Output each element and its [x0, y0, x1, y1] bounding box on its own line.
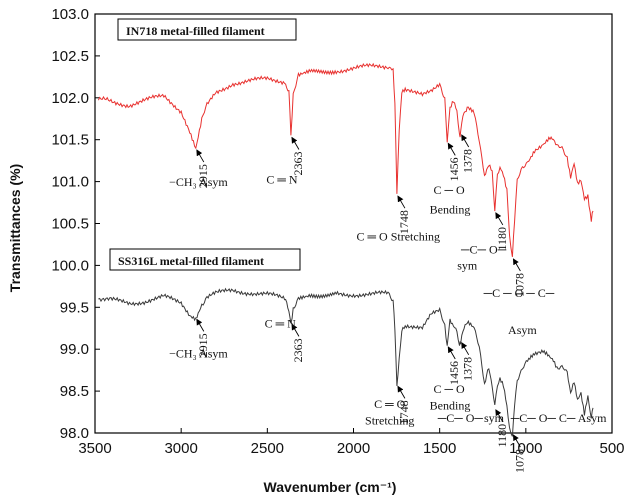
peak-arrow	[461, 342, 470, 356]
x-tick-label: 2500	[251, 440, 284, 457]
y-tick-label: 103.0	[51, 6, 89, 23]
peak-label: 2915	[196, 333, 210, 357]
y-tick-label: 100.0	[51, 257, 89, 274]
peak-arrow	[196, 149, 205, 163]
peak-arrow	[447, 142, 456, 156]
y-tick-label: 99.5	[60, 299, 89, 316]
band-label: C ═ O	[374, 397, 406, 411]
peak-label: 1180	[495, 424, 509, 448]
axis-ticks: 3500 3000 2500 2000 1500 1000 500 98.0 98.5 99.0 9…	[51, 6, 624, 457]
peak-label: 1180	[495, 227, 509, 251]
series-title-ss316l: SS316L metal-filled filament	[118, 254, 264, 268]
peak-arrow	[495, 212, 504, 226]
band-label: C ─ O	[434, 382, 466, 396]
plot-frame	[94, 13, 613, 434]
peak-arrow	[291, 323, 300, 337]
peak-label: 1078	[512, 449, 526, 473]
x-tick-label: 500	[599, 440, 624, 457]
y-tick-label: 102.0	[51, 90, 89, 107]
peak-label: 2915	[196, 164, 210, 188]
peak-label: 1378	[461, 149, 475, 173]
band-label: ─C─ O─	[437, 411, 484, 425]
spectra	[97, 62, 594, 437]
y-axis-title: Transmittances (%)	[7, 164, 23, 292]
series-title-box-in718: IN718 metal-filled filament	[117, 18, 297, 41]
peak-label: 2363	[291, 152, 305, 176]
band-label: −CH₃ Asym	[169, 347, 228, 361]
y-tick-label: 99.0	[60, 341, 89, 358]
peak-label: 1078	[512, 273, 526, 297]
band-label: Bending	[430, 202, 471, 216]
x-tick-label: 1500	[423, 440, 456, 457]
band-label: ─C ─ O ─ C─	[483, 286, 555, 300]
peak-label: 2363	[291, 338, 305, 362]
y-tick-label: 101.5	[51, 132, 89, 149]
peak-arrow	[512, 258, 521, 272]
x-tick-label: 1000	[509, 440, 542, 457]
peak-arrow	[447, 346, 456, 360]
band-label: C ═ O Stretching	[357, 229, 441, 243]
x-tick-label: 3000	[164, 440, 197, 457]
band-label: ─C─ O─	[460, 243, 507, 257]
peak-arrow	[196, 318, 205, 332]
peak-arrow	[291, 136, 300, 150]
band-label: sym	[484, 411, 505, 425]
series-line-in718	[97, 62, 594, 257]
peak-arrow	[461, 134, 470, 148]
band-label: C ─ O	[434, 183, 466, 197]
series-title-in718: IN718 metal-filled filament	[126, 24, 265, 38]
x-tick-label: 3500	[78, 440, 111, 457]
band-label: −CH₃ Asym	[169, 175, 228, 189]
band-label: ─C─ O─ C─ Asym	[510, 411, 607, 425]
peak-label: 1748	[397, 400, 411, 424]
y-tick-label: 101.0	[51, 174, 89, 191]
band-label: Bending	[430, 399, 471, 413]
x-axis-title: Wavenumber (cm⁻¹)	[264, 479, 397, 495]
y-tick-label: 102.5	[51, 48, 89, 65]
y-tick-label: 98.5	[60, 383, 89, 400]
y-tick-label: 100.5	[51, 216, 89, 233]
band-label: Asym	[508, 323, 537, 337]
peak-arrow	[512, 434, 521, 448]
peak-label: 1378	[461, 357, 475, 381]
band-label: sym	[457, 259, 478, 273]
plot-frame-rect	[94, 13, 613, 434]
peak-label: 1456	[447, 157, 461, 181]
y-tick-label: 98.0	[60, 425, 89, 442]
band-label: C ═ N	[265, 316, 297, 330]
peak-arrow	[397, 385, 406, 399]
x-tick-label: 2000	[337, 440, 370, 457]
peak-label: 1748	[397, 210, 411, 234]
series-title-box-ss316l: SS316L metal-filled filament	[109, 248, 301, 271]
series-line-ss316l	[98, 287, 594, 437]
band-labels: −CH₃ Asym C ═ N C ─ O Bending C ═ O Stretchi…	[169, 172, 607, 427]
peak-label: 1456	[447, 361, 461, 385]
peak-arrow	[495, 409, 504, 423]
peak-arrow	[397, 195, 406, 209]
band-label: Stretching	[365, 414, 414, 428]
band-label: C ═ N	[266, 172, 298, 186]
